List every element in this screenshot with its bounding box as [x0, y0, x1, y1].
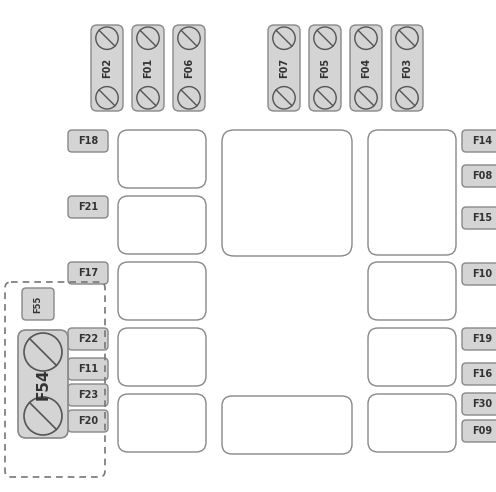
FancyBboxPatch shape — [173, 25, 205, 111]
FancyBboxPatch shape — [68, 328, 108, 350]
FancyBboxPatch shape — [222, 130, 352, 256]
FancyBboxPatch shape — [118, 328, 206, 386]
FancyBboxPatch shape — [462, 363, 496, 385]
Text: F17: F17 — [78, 268, 98, 278]
FancyBboxPatch shape — [268, 25, 300, 111]
Text: F55: F55 — [34, 295, 43, 313]
FancyBboxPatch shape — [118, 130, 206, 188]
FancyBboxPatch shape — [309, 25, 341, 111]
FancyBboxPatch shape — [68, 130, 108, 152]
FancyBboxPatch shape — [462, 263, 496, 285]
FancyBboxPatch shape — [118, 262, 206, 320]
FancyBboxPatch shape — [462, 130, 496, 152]
Text: F01: F01 — [143, 58, 153, 78]
FancyBboxPatch shape — [368, 394, 456, 452]
Text: F14: F14 — [472, 136, 492, 146]
Text: F05: F05 — [320, 58, 330, 78]
Text: F04: F04 — [361, 58, 371, 78]
FancyBboxPatch shape — [368, 328, 456, 386]
Text: F54: F54 — [36, 368, 51, 400]
Text: F06: F06 — [184, 58, 194, 78]
Text: F16: F16 — [472, 369, 492, 379]
Text: F02: F02 — [102, 58, 112, 78]
FancyBboxPatch shape — [118, 196, 206, 254]
Text: F30: F30 — [472, 399, 492, 409]
FancyBboxPatch shape — [132, 25, 164, 111]
FancyBboxPatch shape — [68, 410, 108, 432]
Text: F11: F11 — [78, 364, 98, 374]
Text: F08: F08 — [472, 171, 492, 181]
FancyBboxPatch shape — [368, 262, 456, 320]
Text: F07: F07 — [279, 58, 289, 78]
FancyBboxPatch shape — [222, 396, 352, 454]
FancyBboxPatch shape — [350, 25, 382, 111]
FancyBboxPatch shape — [68, 384, 108, 406]
FancyBboxPatch shape — [462, 420, 496, 442]
FancyBboxPatch shape — [462, 393, 496, 415]
Text: F19: F19 — [472, 334, 492, 344]
Text: F23: F23 — [78, 390, 98, 400]
FancyBboxPatch shape — [68, 262, 108, 284]
FancyBboxPatch shape — [68, 358, 108, 380]
Text: F09: F09 — [472, 426, 492, 436]
Text: F21: F21 — [78, 202, 98, 212]
Text: F03: F03 — [402, 58, 412, 78]
FancyBboxPatch shape — [391, 25, 423, 111]
FancyBboxPatch shape — [18, 330, 68, 438]
Text: F15: F15 — [472, 213, 492, 223]
FancyBboxPatch shape — [91, 25, 123, 111]
Text: F10: F10 — [472, 269, 492, 279]
FancyBboxPatch shape — [368, 130, 456, 255]
FancyBboxPatch shape — [462, 165, 496, 187]
FancyBboxPatch shape — [462, 328, 496, 350]
Text: F22: F22 — [78, 334, 98, 344]
FancyBboxPatch shape — [118, 394, 206, 452]
FancyBboxPatch shape — [22, 288, 54, 320]
FancyBboxPatch shape — [462, 207, 496, 229]
Text: F18: F18 — [78, 136, 98, 146]
FancyBboxPatch shape — [68, 196, 108, 218]
Text: F20: F20 — [78, 416, 98, 426]
